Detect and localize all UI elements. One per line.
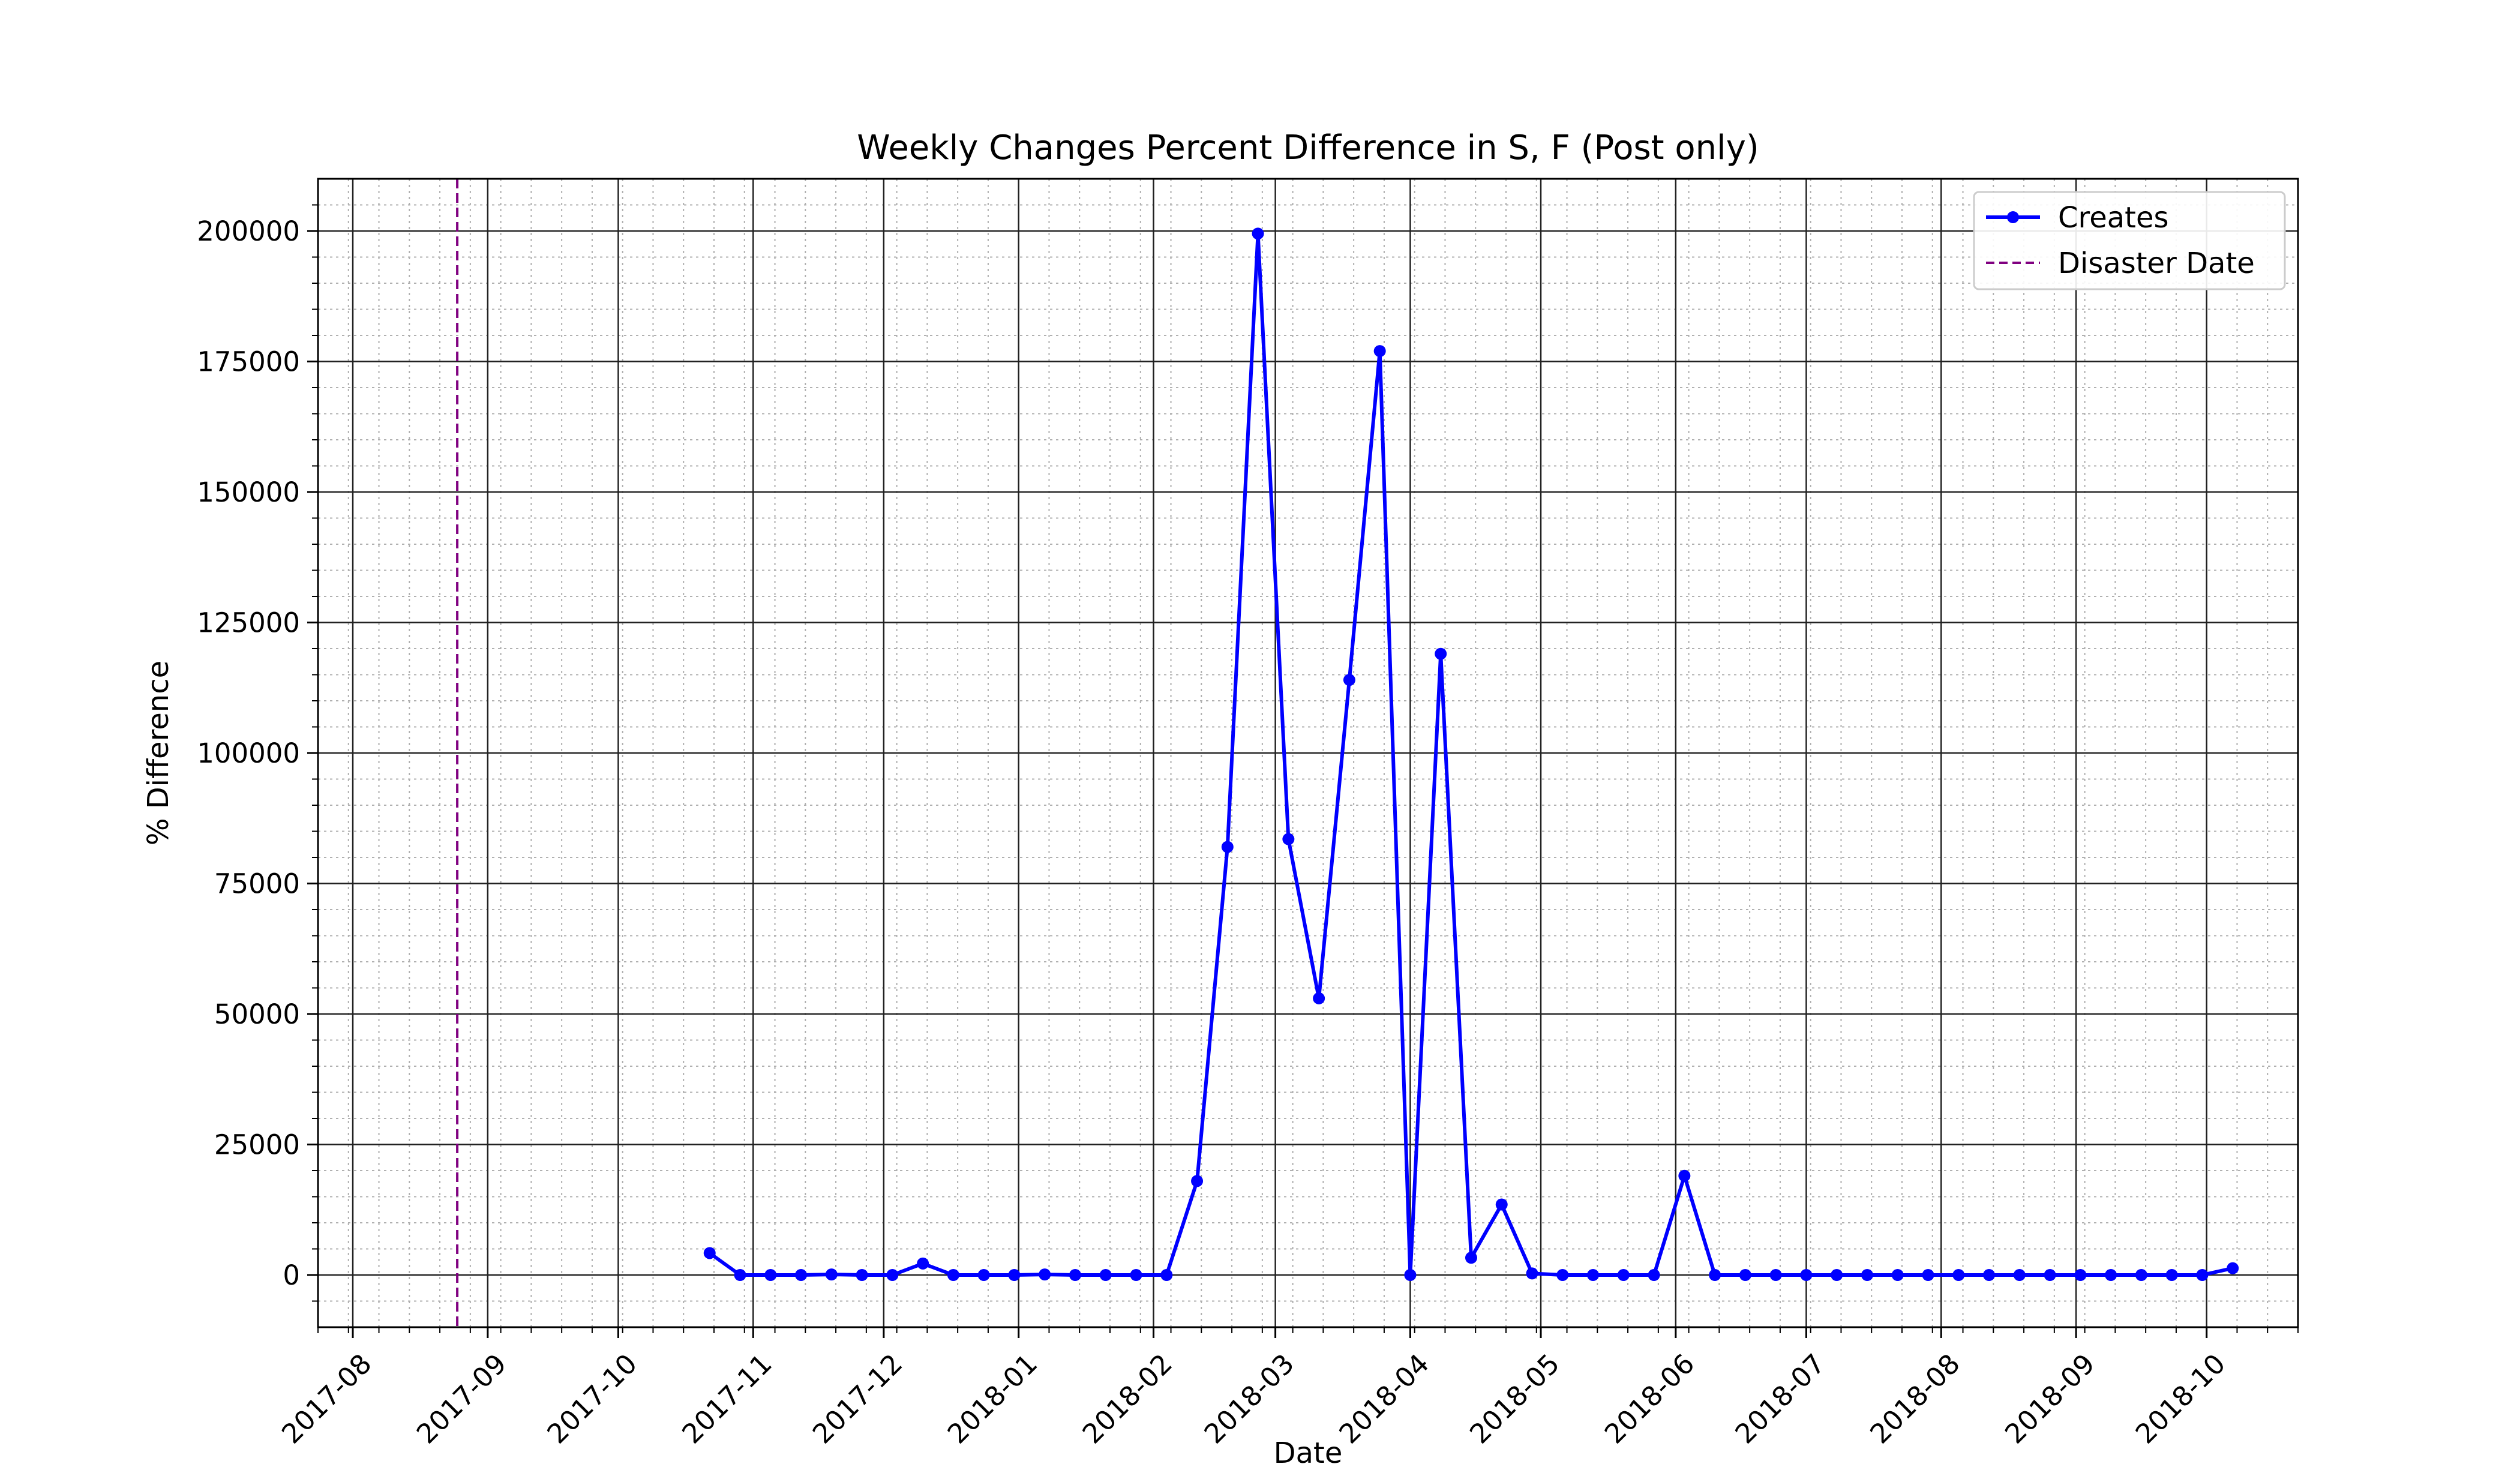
creates-point bbox=[1039, 1268, 1051, 1281]
creates-point bbox=[1922, 1269, 1934, 1281]
creates-point bbox=[2105, 1269, 2117, 1281]
creates-point bbox=[795, 1269, 808, 1281]
creates-point bbox=[2165, 1269, 2178, 1281]
creates-point bbox=[1099, 1269, 1112, 1281]
y-tick-label: 50000 bbox=[214, 998, 300, 1030]
creates-point bbox=[2227, 1262, 2239, 1274]
creates-point bbox=[825, 1268, 838, 1281]
creates-point bbox=[1313, 992, 1325, 1004]
creates-point bbox=[1130, 1269, 1142, 1281]
legend-box bbox=[1973, 191, 2286, 290]
y-tick-label: 125000 bbox=[197, 607, 300, 639]
y-tick-label: 0 bbox=[283, 1259, 300, 1291]
y-tick-label: 175000 bbox=[197, 346, 300, 378]
creates-point bbox=[734, 1269, 746, 1281]
creates-point bbox=[886, 1269, 899, 1281]
chart-title: Weekly Changes Percent Difference in S, … bbox=[857, 128, 1759, 167]
legend: Creates Disaster Date bbox=[1973, 191, 2286, 290]
creates-point bbox=[1739, 1269, 1751, 1281]
creates-point bbox=[2074, 1269, 2087, 1281]
creates-point bbox=[1800, 1269, 1813, 1281]
creates-point bbox=[2044, 1269, 2056, 1281]
y-tick-label: 100000 bbox=[197, 737, 300, 769]
creates-point bbox=[917, 1257, 929, 1270]
creates-point bbox=[2135, 1269, 2147, 1281]
legend-label: Creates bbox=[2058, 201, 2169, 235]
creates-point bbox=[1069, 1269, 1081, 1281]
creates-point bbox=[1861, 1269, 1873, 1281]
creates-point bbox=[703, 1247, 716, 1259]
y-axis-ticks: 0 25000 50000 75000 100000 125000 150000 175000… bbox=[197, 204, 318, 1302]
creates-point bbox=[1373, 345, 1386, 358]
creates-point bbox=[1831, 1269, 1843, 1281]
creates-point bbox=[1252, 227, 1264, 240]
y-tick-label: 150000 bbox=[197, 476, 300, 508]
y-tick-label: 75000 bbox=[214, 868, 300, 900]
creates-point bbox=[1952, 1269, 1965, 1281]
creates-point bbox=[1495, 1198, 1508, 1211]
creates-point bbox=[764, 1269, 777, 1281]
creates-point bbox=[1404, 1269, 1417, 1281]
creates-point bbox=[1891, 1269, 1904, 1281]
x-axis-label: Date bbox=[1274, 1436, 1343, 1470]
creates-point bbox=[1526, 1267, 1538, 1280]
creates-point bbox=[1191, 1175, 1204, 1187]
creates-point bbox=[1008, 1269, 1021, 1281]
series-layer bbox=[703, 227, 2239, 1281]
y-axis-label: % Difference bbox=[142, 661, 175, 845]
creates-point bbox=[1282, 833, 1295, 845]
creates-point bbox=[1465, 1252, 1477, 1264]
y-tick-label: 200000 bbox=[197, 215, 300, 247]
legend-label: Disaster Date bbox=[2058, 247, 2255, 280]
creates-point bbox=[1435, 647, 1447, 660]
creates-point bbox=[1678, 1169, 1691, 1182]
creates-point bbox=[947, 1269, 959, 1281]
creates-point bbox=[1709, 1269, 1721, 1281]
creates-point bbox=[1160, 1269, 1173, 1281]
y-tick-label: 25000 bbox=[214, 1129, 300, 1161]
major-grid bbox=[318, 179, 2298, 1327]
creates-point bbox=[1343, 674, 1355, 686]
legend-marker-creates bbox=[2007, 211, 2019, 223]
creates-point bbox=[1983, 1269, 1996, 1281]
creates-point bbox=[2196, 1269, 2209, 1281]
creates-point bbox=[1648, 1269, 1660, 1281]
creates-point bbox=[856, 1269, 868, 1281]
creates-point bbox=[2013, 1269, 2026, 1281]
creates-point bbox=[1221, 841, 1234, 853]
creates-point bbox=[977, 1269, 990, 1281]
creates-point bbox=[1617, 1269, 1630, 1281]
creates-point bbox=[1556, 1269, 1569, 1281]
creates-point bbox=[1769, 1269, 1782, 1281]
minor-grid bbox=[317, 179, 2299, 1327]
creates-point bbox=[1587, 1269, 1600, 1281]
